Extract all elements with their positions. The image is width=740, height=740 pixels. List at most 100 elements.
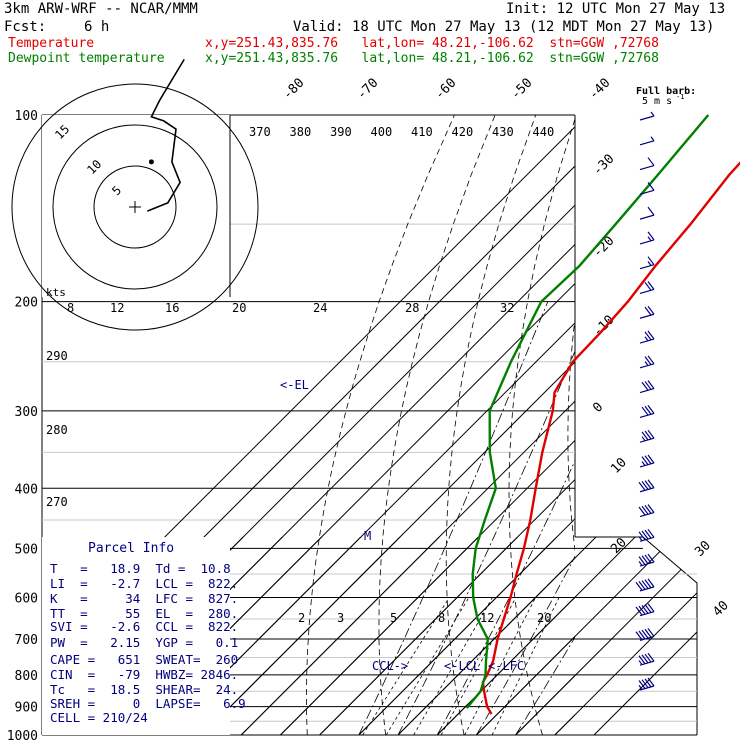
temperature-tick-label: -30 [590, 152, 617, 179]
isotherm-line [436, 596, 575, 735]
wind-barb-flag [647, 429, 655, 439]
moist-adiabat-line [358, 301, 549, 735]
wind-barb-flag [641, 679, 649, 689]
wind-barb-flag [647, 206, 655, 216]
wind-barb-half-flag [644, 336, 649, 342]
wind-legend-line1: Full barb: [636, 86, 696, 97]
temperature-tick-label: -80 [280, 76, 307, 103]
wind-barb-flag [644, 430, 652, 440]
wind-legend-line2: 5 m s [642, 96, 672, 107]
isotherm-line [162, 537, 697, 735]
wind-barb-half-flag [647, 236, 652, 242]
isotherm-line [436, 537, 697, 735]
wind-barb-flag [638, 680, 646, 689]
isotherm-line [280, 439, 575, 735]
temperature-tick-label: 10 [608, 455, 630, 477]
dry-adiabat-line [676, 115, 740, 735]
wind-barb [638, 677, 655, 691]
mixing-ratio-label: 2 [298, 611, 305, 625]
wind-barb-flag [638, 581, 646, 590]
mixing-ratio-label: 8 [67, 301, 74, 315]
wind-barb [639, 380, 655, 394]
temperature-trace [481, 161, 740, 715]
isotherm-line [358, 537, 697, 735]
wind-barb-flag [644, 405, 652, 415]
mixing-ratio-label: 20 [537, 611, 551, 625]
wind-barb-flag [644, 455, 652, 465]
sounding-traces [465, 114, 740, 715]
mixing-ratio-label: 20 [232, 301, 246, 315]
temperature-tick-label: 20 [608, 535, 630, 557]
moist-adiabat-line [436, 459, 575, 735]
wind-barb [638, 528, 655, 542]
dry-adiabat-line [508, 117, 575, 735]
wind-barb-flag [641, 629, 649, 639]
wind-barb-flag [647, 181, 655, 191]
wind-barb-flag [644, 604, 652, 613]
lfc-marker: <-LFC [488, 659, 524, 673]
wind-barb-flag [638, 655, 646, 665]
theta-e-label: 280 [46, 423, 68, 437]
wind-barb-shaft [639, 536, 655, 542]
wind-barb-half-flag [644, 361, 649, 366]
ccl-marker: CCL-> [372, 659, 408, 673]
wind-barb-flag [641, 481, 649, 490]
mixing-ratio-label: 12 [110, 301, 124, 315]
dry-adiabat-line [445, 115, 537, 735]
wind-barb-flag [641, 456, 649, 465]
wind-barb [639, 231, 655, 245]
theta-label: 420 [452, 125, 474, 139]
wind-barb-flag [647, 256, 655, 266]
wind-barb-half-flag [638, 660, 643, 665]
wind-barb-column [635, 111, 655, 691]
mixing-ratio-label: 24 [313, 301, 327, 315]
isotherm-line [476, 537, 697, 735]
wind-barb-flag [647, 157, 655, 166]
wind-barb-shaft [639, 115, 655, 121]
wind-barb-flag [641, 381, 649, 391]
wind-barb [639, 181, 655, 195]
wind-barb [638, 652, 655, 666]
wind-barb-shaft [639, 363, 655, 369]
pressure-tick-label: 300 [15, 405, 38, 420]
wind-barb-flag [638, 556, 646, 565]
mixing-ratio-label: 5 [390, 611, 397, 625]
theta-label: 380 [290, 125, 312, 139]
wind-legend-sup: -1 [676, 93, 684, 101]
wind-barb-shaft [639, 164, 655, 171]
temperature-tick-label: -70 [354, 76, 381, 103]
wind-barb-flag [644, 653, 652, 663]
wind-barb-half-flag [650, 136, 655, 142]
wind-barb-shaft [639, 511, 655, 518]
wind-barb-flag [647, 281, 655, 290]
wind-barb-shaft [639, 660, 655, 666]
parcel-row: LI = -2.7 LCL = 822. [50, 576, 238, 591]
init-time: Init: 12 UTC Mon 27 May 13 [506, 1, 726, 17]
isotherm-line [554, 537, 697, 735]
wind-barb-shaft [639, 487, 655, 493]
wind-barb-flag [641, 431, 649, 441]
pressure-tick-label: 1000 [7, 729, 38, 740]
parcel-row: CELL = 210/24 [50, 710, 148, 725]
wind-barb-flag [647, 603, 655, 613]
isotherm-line [280, 537, 697, 735]
pressure-tick-label: 100 [15, 109, 38, 124]
wind-barb-flag [647, 231, 655, 241]
lower-frame-line [575, 536, 698, 735]
wind-barb-shaft [639, 214, 655, 220]
wind-barb-flag [641, 530, 649, 540]
wind-barb-flag [644, 381, 652, 390]
wind-barb-flag [641, 406, 649, 416]
dewpoint-trace [465, 114, 710, 709]
wind-barb-half-flag [638, 561, 643, 566]
theta-label: 440 [533, 125, 555, 139]
wind-barb-flag [644, 579, 652, 589]
wind-barb-flag [647, 578, 655, 588]
wind-barb-flag [644, 356, 652, 366]
temperature-tick-label: 30 [692, 538, 714, 560]
wind-barb-shaft [639, 685, 655, 691]
mixing-ratio-label: 28 [405, 301, 419, 315]
theta-e-label: 270 [46, 495, 68, 509]
wind-barb-flag [647, 405, 655, 414]
